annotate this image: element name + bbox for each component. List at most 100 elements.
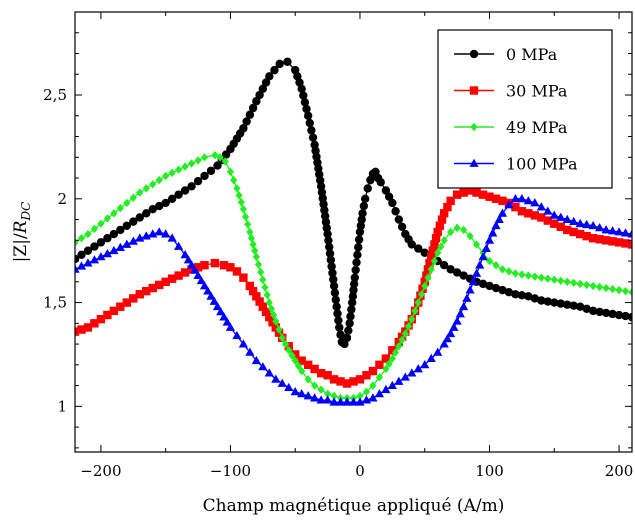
data-point-0-mpa <box>485 281 494 291</box>
data-point-49-mpa <box>281 339 290 349</box>
data-point-49-mpa <box>304 375 312 384</box>
data-point-30-mpa <box>323 371 332 380</box>
data-point-30-mpa <box>485 192 494 201</box>
data-point-0-mpa <box>242 117 251 126</box>
data-point-0-mpa <box>323 229 332 239</box>
data-point-49-mpa <box>447 227 455 237</box>
x-tick-label: 200 <box>605 462 634 480</box>
data-point-30-mpa <box>595 235 604 244</box>
data-point-0-mpa <box>588 306 598 316</box>
data-point-30-mpa <box>90 319 99 328</box>
data-point-0-mpa <box>394 215 404 224</box>
data-point-30-mpa <box>428 246 438 255</box>
data-point-49-mpa <box>544 274 552 283</box>
data-point-49-mpa <box>362 387 371 397</box>
data-point-0-mpa <box>324 236 333 245</box>
data-point-0-mpa <box>452 268 462 277</box>
legend-marker-0-mpa <box>469 49 479 59</box>
data-point-0-mpa <box>326 255 336 265</box>
data-point-0-mpa <box>414 244 423 253</box>
data-point-49-mpa <box>247 234 256 243</box>
data-point-49-mpa <box>317 385 325 394</box>
data-point-0-mpa <box>116 225 125 235</box>
data-point-30-mpa <box>245 281 255 291</box>
data-point-0-mpa <box>357 215 366 224</box>
data-point-30-mpa <box>608 237 617 246</box>
data-point-30-mpa <box>452 190 462 199</box>
data-point-0-mpa <box>621 311 630 321</box>
data-point-49-mpa <box>430 256 439 266</box>
data-point-49-mpa <box>356 391 364 401</box>
data-point-30-mpa <box>103 310 112 320</box>
data-point-0-mpa <box>504 287 514 297</box>
data-point-0-mpa <box>355 227 365 237</box>
y-axis-title-subscript: DC <box>19 202 33 222</box>
data-point-30-mpa <box>303 360 313 370</box>
data-point-49-mpa <box>246 227 254 237</box>
legend-box <box>437 29 613 189</box>
data-point-100-mpa <box>219 312 229 321</box>
data-point-30-mpa <box>556 222 565 232</box>
x-tick-label: 100 <box>475 462 504 480</box>
data-point-100-mpa <box>102 248 112 258</box>
data-point-0-mpa <box>446 265 455 274</box>
data-point-30-mpa <box>248 286 258 296</box>
data-point-49-mpa <box>453 223 461 233</box>
data-point-49-mpa <box>275 325 283 334</box>
data-point-30-mpa <box>75 327 80 336</box>
data-point-0-mpa <box>350 273 359 282</box>
data-point-0-mpa <box>348 292 358 301</box>
data-point-0-mpa <box>206 166 216 175</box>
data-point-0-mpa <box>420 248 429 257</box>
data-point-30-mpa <box>180 268 190 277</box>
data-point-0-mpa <box>582 304 591 313</box>
data-point-30-mpa <box>219 261 229 270</box>
data-point-30-mpa <box>614 238 624 247</box>
data-point-30-mpa <box>291 350 300 359</box>
data-point-100-mpa <box>245 347 255 356</box>
data-point-49-mpa <box>116 203 124 213</box>
data-point-100-mpa <box>468 277 478 286</box>
y-tick-label: 1,5 <box>43 294 67 312</box>
data-point-49-mpa <box>233 184 241 193</box>
data-point-49-mpa <box>382 364 390 374</box>
data-point-49-mpa <box>511 269 520 278</box>
data-point-100-mpa <box>206 291 216 300</box>
data-point-0-mpa <box>325 249 335 258</box>
data-point-100-mpa <box>89 255 100 264</box>
data-point-100-mpa <box>232 330 242 340</box>
data-point-100-mpa <box>627 229 632 238</box>
data-point-49-mpa <box>570 278 578 288</box>
data-point-30-mpa <box>268 318 277 327</box>
data-point-49-mpa <box>230 175 238 185</box>
data-point-0-mpa <box>122 221 132 230</box>
data-point-0-mpa <box>275 59 284 69</box>
data-point-100-mpa <box>196 275 206 285</box>
data-point-100-mpa <box>316 395 326 404</box>
data-point-100-mpa <box>76 261 87 270</box>
data-point-0-mpa <box>363 184 372 193</box>
data-point-30-mpa <box>425 258 434 268</box>
data-point-0-mpa <box>498 285 507 295</box>
data-point-100-mpa <box>407 368 417 377</box>
data-point-100-mpa <box>203 286 213 295</box>
data-point-0-mpa <box>327 262 336 271</box>
data-point-30-mpa <box>550 219 559 228</box>
data-point-30-mpa <box>77 325 86 334</box>
data-point-49-mpa <box>261 283 269 292</box>
legend-entry-0-mpa: 0 MPa <box>454 45 558 64</box>
data-point-30-mpa <box>381 354 391 363</box>
data-point-100-mpa <box>543 206 553 215</box>
data-point-0-mpa <box>384 192 394 201</box>
data-point-49-mpa <box>408 314 416 324</box>
data-point-100-mpa <box>258 362 268 371</box>
data-point-49-mpa <box>200 153 209 162</box>
data-point-30-mpa <box>524 209 533 218</box>
data-point-100-mpa <box>588 220 598 230</box>
data-point-30-mpa <box>375 360 384 370</box>
data-point-0-mpa <box>154 201 164 211</box>
data-point-30-mpa <box>342 379 352 388</box>
data-point-49-mpa <box>270 310 278 320</box>
data-point-49-mpa <box>524 271 532 280</box>
data-point-100-mpa <box>148 229 158 238</box>
